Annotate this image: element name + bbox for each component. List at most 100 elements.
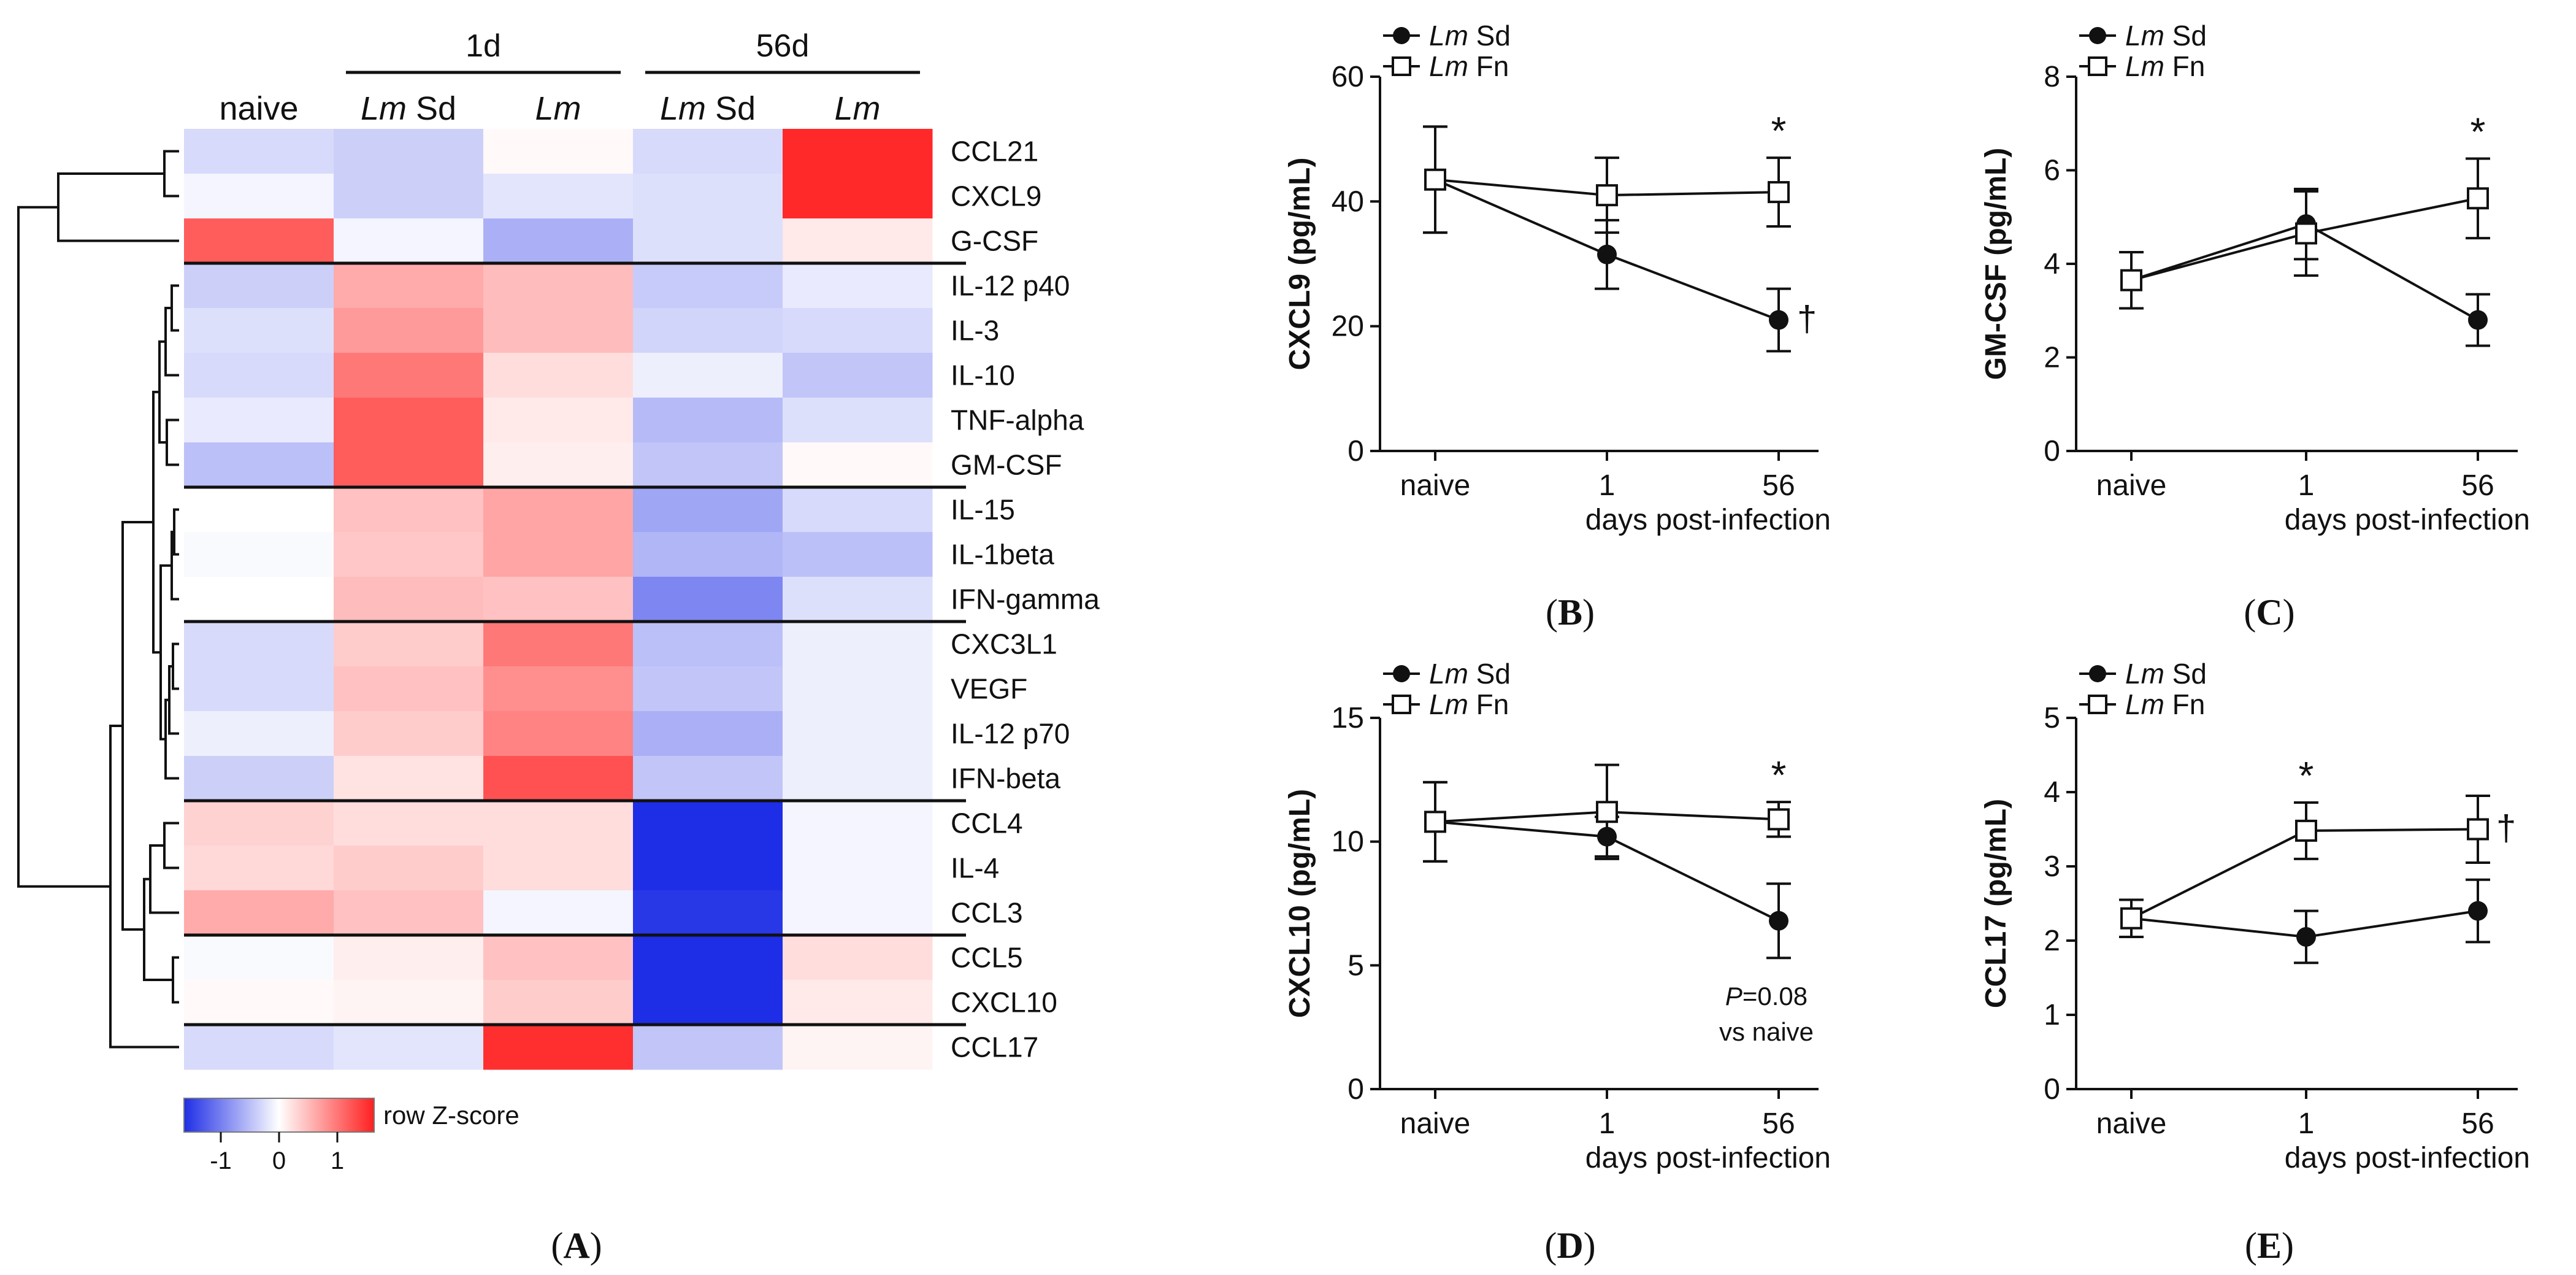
heatmap-cell bbox=[483, 263, 634, 309]
heatmap-cell bbox=[483, 532, 634, 577]
legend-label: Lm Sd bbox=[2125, 658, 2207, 690]
heatmap-cell bbox=[483, 577, 634, 622]
legend-label: Lm Fn bbox=[2125, 688, 2205, 720]
data-point-square bbox=[2295, 819, 2317, 842]
heatmap-cell bbox=[483, 1025, 634, 1070]
heatmap-cell bbox=[483, 756, 634, 801]
heatmap-cell bbox=[483, 801, 634, 846]
p-value-note-line2: vs naive bbox=[1719, 1017, 1814, 1046]
significance-star: * bbox=[1771, 753, 1787, 797]
column-label-italic: Lm bbox=[535, 90, 581, 127]
legend-marker-square bbox=[1392, 695, 1411, 714]
heatmap-cell bbox=[483, 846, 634, 891]
legend-label-rest: Fn bbox=[2164, 688, 2205, 720]
heatmap-cell bbox=[783, 1025, 933, 1070]
panel-letter-char: C bbox=[2256, 592, 2282, 633]
heatmap-cell bbox=[483, 711, 634, 757]
heatmap-cell bbox=[633, 129, 783, 174]
data-point-square bbox=[1424, 168, 1446, 191]
data-point-square bbox=[2467, 818, 2489, 841]
panel-letter-char: A bbox=[563, 1225, 589, 1266]
heatmap-cell bbox=[633, 487, 783, 533]
row-label: TNF-alpha bbox=[951, 404, 1084, 436]
dendrogram-branch bbox=[163, 822, 179, 869]
heatmap-cell bbox=[783, 622, 933, 667]
heatmap-cell bbox=[334, 622, 484, 667]
panel-letter: (D) bbox=[1544, 1225, 1595, 1266]
dendrogram-branch bbox=[17, 206, 110, 888]
heatmap-cell bbox=[483, 129, 634, 174]
row-label: IFN-gamma bbox=[951, 584, 1100, 615]
significance-star: * bbox=[2471, 109, 2486, 153]
dendrogram-branch bbox=[121, 521, 153, 931]
heatmap-cell bbox=[633, 353, 783, 398]
heatmap-cell bbox=[334, 756, 484, 801]
legend-label: Lm Fn bbox=[1429, 50, 1509, 82]
panel-letter-paren: ) bbox=[2283, 592, 2295, 633]
heatmap-cell bbox=[783, 577, 933, 622]
heatmap-cell bbox=[334, 353, 484, 398]
heatmap-cell bbox=[633, 711, 783, 757]
x-axis-label: days post-infection bbox=[1585, 504, 1831, 536]
heatmap-cell bbox=[184, 1025, 334, 1070]
x-tick-label: 56 bbox=[2461, 469, 2494, 502]
y-tick-label: 3 bbox=[2044, 850, 2060, 883]
heatmap-cell bbox=[334, 218, 484, 264]
heatmap-cell bbox=[184, 935, 334, 980]
p-value-note-italic: P bbox=[1725, 982, 1742, 1011]
legend-label: Lm Sd bbox=[2125, 20, 2207, 52]
heatmap-cell bbox=[184, 353, 334, 398]
y-tick-label: 15 bbox=[1332, 702, 1364, 734]
panel-letter-paren: ( bbox=[1546, 592, 1558, 633]
x-tick-label: 1 bbox=[2298, 1107, 2315, 1140]
heatmap-cell bbox=[783, 398, 933, 443]
legend-marker-square bbox=[2088, 695, 2107, 714]
heatmap-cell bbox=[633, 666, 783, 712]
heatmap-cell bbox=[783, 980, 933, 1025]
data-point-square bbox=[2467, 187, 2489, 210]
heatmap-cell bbox=[184, 846, 334, 891]
p-value-note: P=0.08 bbox=[1725, 982, 1807, 1011]
row-label: GM-CSF bbox=[951, 449, 1062, 481]
column-label-italic: Lm bbox=[361, 90, 407, 127]
heatmap-cell bbox=[483, 174, 634, 219]
row-label: IL-12 p40 bbox=[951, 270, 1070, 302]
dendrogram-branch bbox=[164, 698, 179, 780]
panel-letter: (E) bbox=[2245, 1225, 2294, 1266]
heatmap-cell bbox=[633, 398, 783, 443]
y-tick-label: 5 bbox=[2044, 702, 2060, 734]
heatmap-cell bbox=[633, 801, 783, 846]
heatmap-cell bbox=[633, 935, 783, 980]
legend-tick-label: 1 bbox=[331, 1147, 344, 1174]
panel-letter-char: E bbox=[2257, 1225, 2282, 1266]
heatmap-cell bbox=[783, 666, 933, 712]
heatmap-cell bbox=[483, 218, 634, 264]
heatmap-cell bbox=[783, 487, 933, 533]
heatmap-cell bbox=[483, 980, 634, 1025]
row-label: CCL3 bbox=[951, 897, 1023, 929]
y-tick-label: 2 bbox=[2044, 342, 2060, 374]
x-axis-label: days post-infection bbox=[2285, 1142, 2530, 1174]
heatmap-cell bbox=[334, 711, 484, 757]
heatmap-cell bbox=[334, 801, 484, 846]
heatmap-cell bbox=[633, 890, 783, 936]
x-tick-label: naive bbox=[1400, 469, 1471, 502]
row-label: CXC3L1 bbox=[951, 628, 1057, 660]
heatmap-cell bbox=[334, 442, 484, 488]
row-label: IL-3 bbox=[951, 315, 999, 347]
heatmap-cell bbox=[184, 532, 334, 577]
heatmap-cell bbox=[783, 801, 933, 846]
y-tick-label: 0 bbox=[2044, 1073, 2060, 1106]
column-label-rest: Sd bbox=[706, 90, 756, 127]
y-axis-label: CXCL9 (pg/mL) bbox=[1284, 158, 1316, 371]
legend-label-rest: Fn bbox=[1468, 688, 1509, 720]
legend-tick-label: 0 bbox=[272, 1147, 286, 1174]
heatmap-cell bbox=[184, 174, 334, 219]
data-point-square bbox=[1768, 808, 1790, 831]
legend-label: row Z-score bbox=[383, 1101, 519, 1130]
data-point-square bbox=[1768, 181, 1790, 204]
y-tick-label: 0 bbox=[1347, 1073, 1364, 1106]
heatmap-cell bbox=[783, 846, 933, 891]
significance-star: * bbox=[1771, 109, 1787, 153]
heatmap-cell bbox=[633, 532, 783, 577]
